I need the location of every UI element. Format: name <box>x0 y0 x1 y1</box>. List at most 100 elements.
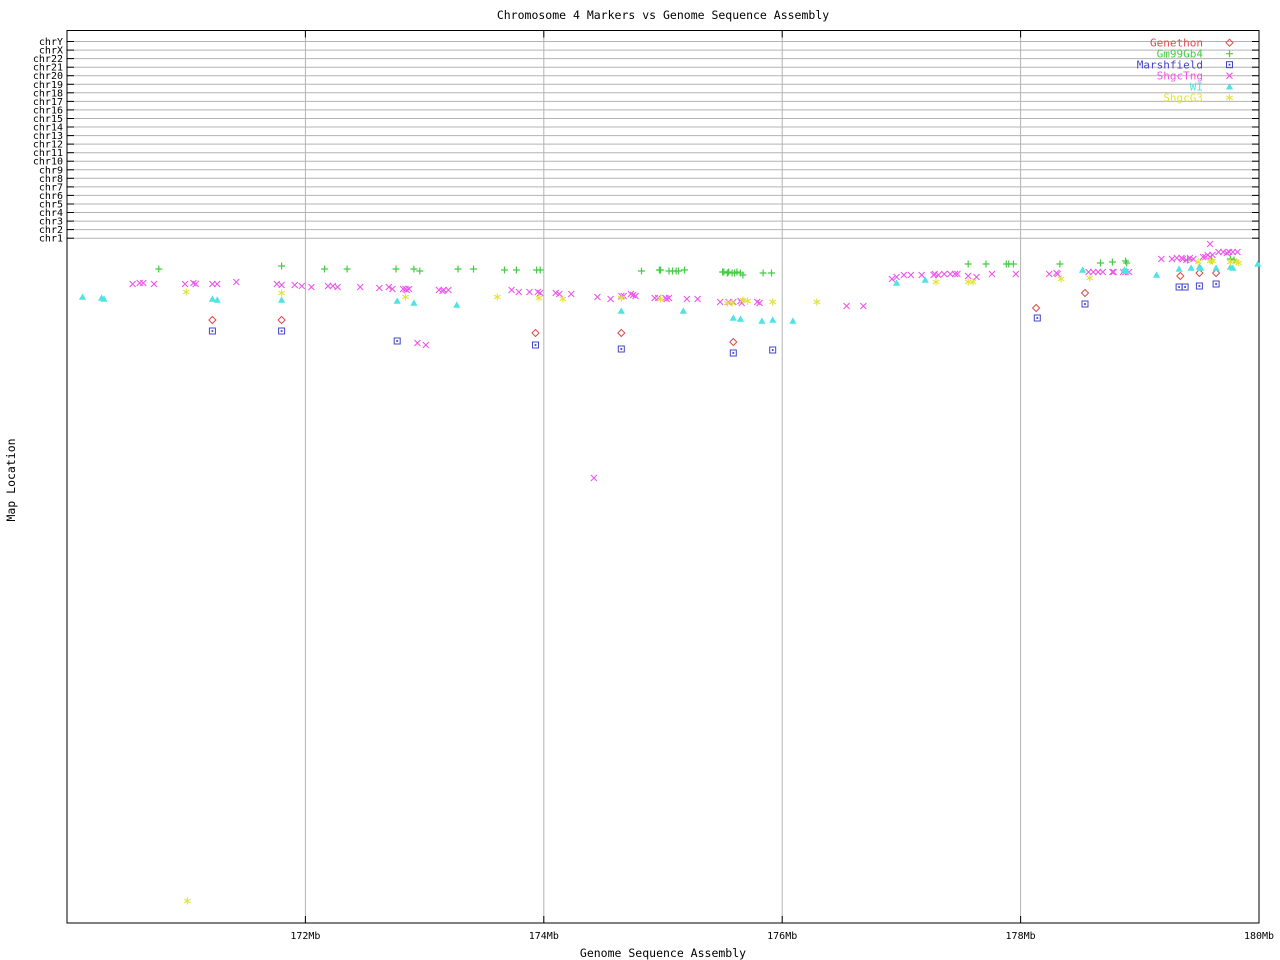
legend-label: Gm99Gb4 <box>1157 48 1204 61</box>
scatter-point <box>334 283 342 291</box>
scatter-point <box>918 271 926 279</box>
x-tick-label: 180Mb <box>1244 931 1274 942</box>
scatter-point <box>78 293 87 300</box>
scatter-point <box>232 278 240 286</box>
scatter-point <box>969 277 977 287</box>
chromosome-label: chr21 <box>33 63 63 74</box>
legend-marker-icon <box>1225 49 1234 58</box>
scatter-point <box>964 277 972 287</box>
chromosome-label: chr11 <box>33 148 63 159</box>
chromosome-label: chr4 <box>39 208 63 219</box>
scatter-point <box>617 329 626 337</box>
legend-label: Marshfield <box>1137 59 1203 72</box>
scatter-point <box>859 302 867 310</box>
x-tick-label: 174Mb <box>529 931 559 942</box>
scatter-point <box>154 264 163 274</box>
chromosome-label: chr12 <box>33 140 63 151</box>
chromosome-label: chr22 <box>33 54 63 65</box>
scatter-point <box>1032 304 1041 312</box>
chromosome-label: chr6 <box>39 191 63 202</box>
plot-frame <box>66 30 1260 924</box>
scatter-point <box>617 307 625 314</box>
scatter-point <box>590 474 598 482</box>
scatter-point <box>469 264 478 274</box>
scatter-point <box>208 316 217 324</box>
chromosome-label: chr1 <box>39 234 63 245</box>
scatter-point <box>1152 271 1161 278</box>
scatter-point <box>278 281 286 289</box>
gridlines <box>67 30 1259 923</box>
scatter-point <box>972 273 981 281</box>
chromosome-label: chr16 <box>33 105 63 116</box>
scatter-point <box>375 284 383 292</box>
scatter-point <box>410 299 418 306</box>
scatter-point <box>1208 251 1217 259</box>
scatter-point <box>900 271 908 279</box>
scatter-point <box>444 286 452 294</box>
scatter-point <box>508 286 516 294</box>
scatter-point <box>637 266 646 276</box>
scatter-point <box>768 297 777 307</box>
scatter-point <box>893 279 901 286</box>
scatter-point <box>500 265 509 275</box>
scatter-point <box>307 283 315 291</box>
scatter-point <box>617 345 625 353</box>
chromosome-label: chr13 <box>33 131 63 142</box>
scatter-point <box>729 338 738 346</box>
chromosome-label: chr15 <box>33 114 63 125</box>
scatter-point <box>724 267 733 277</box>
scatter-point <box>843 302 851 310</box>
scatter-point <box>536 265 545 275</box>
scatter-point <box>535 293 543 303</box>
scatter-point <box>182 287 190 297</box>
scatter-point <box>278 296 286 303</box>
scatter-point <box>453 264 463 274</box>
legend-marker-icon <box>1225 93 1234 102</box>
legend-label: WI <box>1190 81 1203 94</box>
scatter-point <box>921 276 929 283</box>
chromosome-label: chr18 <box>33 88 63 99</box>
plot-border <box>66 30 1260 924</box>
scatter-point <box>1187 264 1195 271</box>
scatter-point <box>320 264 329 274</box>
scatter-point <box>278 327 286 335</box>
scatter-point <box>1108 257 1117 267</box>
legend-label: ShgcG3 <box>1163 92 1203 105</box>
x-tick-label: 178Mb <box>1006 931 1036 942</box>
legend-label: ShgcTng <box>1157 70 1203 83</box>
chart-title: Chromosome 4 Markers vs Genome Sequence … <box>496 8 830 22</box>
scatter-point <box>1009 259 1018 269</box>
scatter-point <box>515 288 523 296</box>
scatter-point <box>1181 283 1189 291</box>
scatter-point <box>1012 270 1020 278</box>
chromosome-label: chr10 <box>33 157 63 168</box>
chromosome-label: chr7 <box>39 182 63 193</box>
scatter-point <box>1175 265 1183 272</box>
scatter-point <box>767 268 776 278</box>
scatter-point <box>525 288 534 296</box>
scatter-point <box>1085 273 1094 283</box>
scatter-point <box>736 315 745 322</box>
scatter-point <box>192 280 200 288</box>
chromosome-label: chrY <box>39 37 63 48</box>
scatter-point <box>1079 266 1087 273</box>
scatter-point <box>532 341 539 349</box>
scatter-point <box>413 339 421 347</box>
scatter-point <box>679 307 687 314</box>
scatter-point <box>932 277 940 287</box>
chromosome-label: chr9 <box>39 165 63 176</box>
scatter-point <box>1081 289 1089 297</box>
scatter-point <box>277 261 286 271</box>
x-tick-label: 176Mb <box>767 931 797 942</box>
chromosome-label: chr14 <box>33 123 63 134</box>
scatter-point <box>758 317 766 324</box>
scatter-point <box>729 314 737 321</box>
scatter-point <box>769 316 777 323</box>
chromosome-label: chrX <box>39 46 63 57</box>
scatter-point <box>964 272 972 280</box>
scatter-point <box>213 280 221 288</box>
scatter-point <box>1206 240 1214 248</box>
scatter-point <box>593 293 601 301</box>
